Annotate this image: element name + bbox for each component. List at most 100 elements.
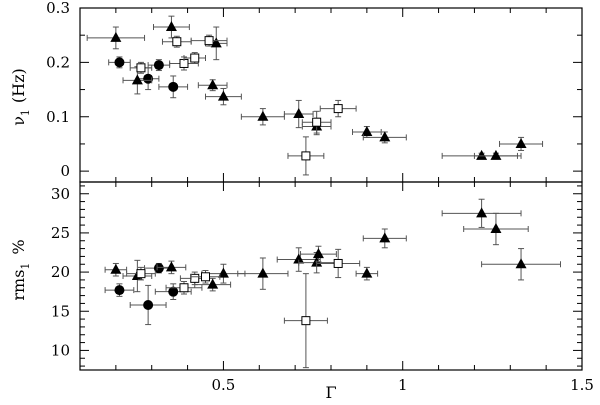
circle-marker: [168, 286, 179, 297]
y-axis-title-top-unit: (Hz): [9, 68, 28, 103]
square-marker: [136, 269, 146, 279]
top-square-point: [319, 99, 357, 118]
bottom-triangle-point: [104, 262, 128, 277]
top-square-point: [161, 35, 192, 48]
top-y-tick-label: 0: [60, 162, 70, 180]
triangle-marker: [490, 223, 502, 233]
triangle-marker: [379, 232, 391, 243]
bottom-y-tick-label: 20: [51, 263, 70, 281]
triangle-marker: [165, 261, 177, 272]
top-square-point: [190, 34, 228, 47]
square-marker: [301, 316, 311, 326]
bottom-circle-point: [104, 283, 135, 297]
triangle-marker: [361, 267, 373, 278]
triangle-marker: [257, 110, 269, 121]
triangle-marker: [476, 207, 488, 218]
bottom-triangle-point: [463, 212, 529, 246]
top-triangle-point: [362, 131, 407, 144]
triangle-marker: [207, 79, 219, 90]
triangle-marker: [293, 108, 305, 119]
square-marker: [172, 37, 182, 47]
square-marker: [204, 36, 214, 46]
top-triangle-point: [473, 149, 518, 160]
bottom-circle-point: [129, 284, 167, 326]
triangle-marker: [379, 131, 391, 142]
triangle-marker: [217, 267, 229, 278]
top-square-point: [301, 110, 332, 134]
bottom-square-point: [190, 270, 221, 284]
top-circle-point: [108, 56, 131, 69]
y-axis-title-bottom-sub: 1: [19, 263, 32, 270]
triangle-marker: [293, 253, 305, 264]
square-marker: [190, 273, 200, 283]
top-triangle-point: [352, 125, 382, 138]
y-axis-title-top-main: ν: [9, 116, 28, 126]
top-triangle-point: [197, 79, 228, 92]
bottom-triangle-point: [156, 260, 187, 275]
x-tick-label: 1.5: [570, 376, 594, 394]
triangle-marker: [361, 125, 373, 136]
top-triangle-point: [240, 108, 285, 126]
triangle-marker: [257, 267, 269, 278]
bottom-y-tick-label: 25: [51, 224, 70, 242]
top-triangle-point: [499, 136, 544, 151]
bottom-y-tick-label: 15: [51, 302, 70, 320]
y-axis-title-bottom: rms1%: [9, 239, 32, 300]
top-triangle-point: [153, 15, 190, 39]
top-y-tick-label: 0.1: [46, 108, 70, 126]
triangle-marker: [515, 137, 527, 148]
bottom-square-point: [165, 280, 203, 295]
circle-marker: [153, 60, 164, 71]
top-y-tick-label: 0.2: [46, 53, 70, 71]
square-marker: [333, 258, 343, 268]
top-y-tick-label: 0.3: [46, 0, 70, 17]
x-tick-label: 1: [398, 376, 408, 394]
square-marker: [201, 272, 210, 282]
y-axis-title-bottom-unit: %: [9, 239, 28, 254]
triangle-marker: [312, 248, 324, 259]
top-square-point: [183, 52, 206, 64]
bottom-triangle-point: [237, 257, 289, 290]
bottom-triangle-point: [355, 266, 379, 281]
triangle-marker: [515, 258, 527, 269]
triangle-marker: [217, 90, 229, 101]
square-marker: [333, 104, 343, 114]
circle-marker: [114, 285, 125, 296]
bottom-triangle-point: [362, 228, 407, 249]
bottom-triangle-point: [300, 245, 337, 263]
bottom-square-point: [283, 273, 328, 369]
triangle-marker: [207, 278, 219, 289]
top-square-point: [287, 136, 325, 176]
bottom-square-point: [316, 248, 361, 279]
triangle-marker: [110, 31, 122, 42]
square-marker: [136, 63, 146, 73]
triangle-marker: [490, 149, 502, 160]
top-panel: 0 0.1 0.2 0.3: [46, 0, 583, 183]
y-axis-title-top: ν1 (Hz): [9, 68, 32, 126]
top-triangle-point: [86, 26, 146, 50]
x-tick-label: 0.5: [211, 376, 235, 394]
bottom-triangle-point: [481, 248, 561, 281]
bottom-circle-point: [154, 283, 192, 300]
square-marker: [301, 151, 311, 161]
top-triangle-point: [205, 87, 242, 106]
bottom-square-point: [126, 266, 156, 281]
bottom-triangle-point: [441, 198, 522, 228]
top-square-point: [129, 61, 153, 74]
bottom-y-tick-label: 10: [51, 341, 70, 359]
bottom-triangle-point: [194, 277, 232, 292]
triangle-marker: [476, 149, 488, 160]
square-marker: [190, 53, 200, 63]
circle-marker: [168, 81, 179, 92]
top-circle-point: [158, 75, 189, 99]
triangle-marker: [165, 21, 177, 32]
square-marker: [179, 283, 189, 293]
circle-marker: [153, 263, 164, 274]
bottom-panel: 10 15 20 25 30 0.5 1 1.5: [51, 181, 594, 394]
top-triangle-point: [441, 149, 522, 160]
bottom-y-tick-label: 30: [51, 185, 70, 203]
x-axis-title: Γ: [325, 383, 336, 402]
y-axis-title-bottom-main: rms: [9, 270, 28, 301]
top-triangle-point: [283, 99, 314, 129]
circle-marker: [143, 299, 154, 310]
